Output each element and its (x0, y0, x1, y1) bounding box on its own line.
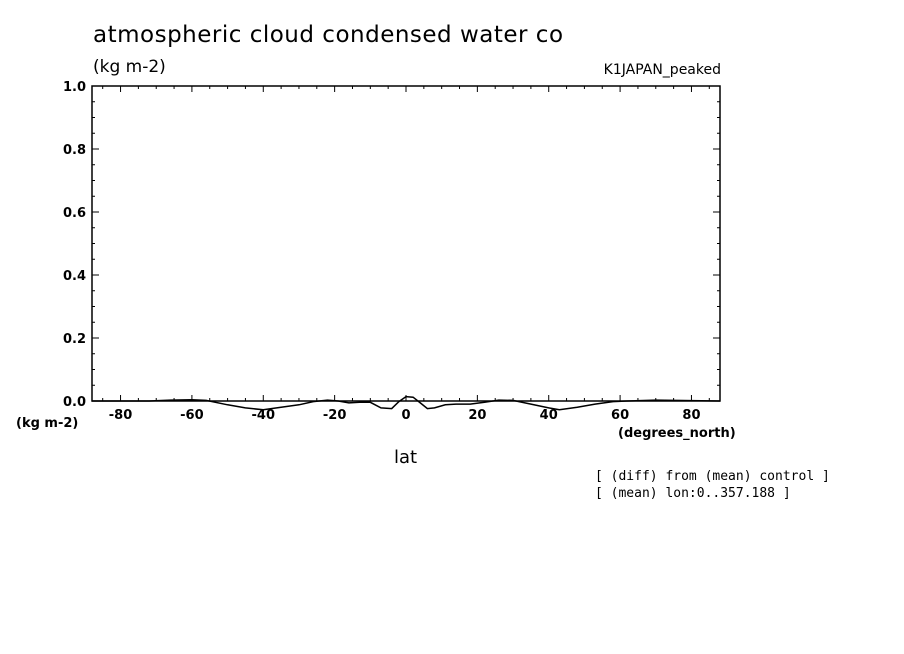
x-tick-label: -60 (180, 408, 204, 423)
x-axis: -80 -60 -40 -20 0 20 40 60 80 (102, 86, 710, 423)
series-group (92, 395, 721, 411)
x-tick-label: 0 (401, 408, 410, 423)
chart-title: atmospheric cloud condensed water co (93, 22, 564, 48)
y-tick-label: 0.8 (63, 143, 86, 158)
x-axis-label: lat (394, 447, 418, 468)
x-axis-units: (degrees_north) (618, 426, 736, 441)
y-tick-label: 0.6 (63, 206, 86, 221)
x-tick-label: 60 (611, 408, 629, 423)
x-tick-label: 80 (682, 408, 700, 423)
y-axis: 0.0 0.2 0.4 0.6 0.8 1.0 (63, 80, 720, 410)
x-tick-label: -40 (252, 408, 276, 423)
x-tick-label: 20 (468, 408, 486, 423)
plot-frame (91, 85, 721, 402)
chart-units: (kg m-2) (93, 57, 166, 77)
y-tick-label: 1.0 (63, 80, 86, 95)
y-tick-label: 0.2 (63, 332, 86, 347)
note-diff: [ (diff) from (mean) control ] (595, 469, 830, 484)
x-tick-label: -80 (109, 408, 133, 423)
case-name: K1JAPAN_peaked (603, 62, 721, 78)
series-line (92, 395, 721, 411)
note-mean: [ (mean) lon:0..357.188 ] (595, 486, 791, 501)
y-tick-label: 0.0 (63, 395, 86, 410)
y-tick-label: 0.4 (63, 269, 86, 284)
x-tick-label: 40 (540, 408, 558, 423)
x-tick-label: -20 (323, 408, 347, 423)
y-axis-label: (kg m-2) (16, 416, 79, 431)
